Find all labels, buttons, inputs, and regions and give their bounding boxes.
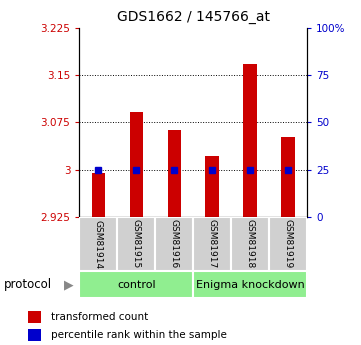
Text: GSM81915: GSM81915 (132, 219, 141, 269)
Bar (193, 271, 307, 298)
Bar (193, 217, 231, 271)
Text: GSM81917: GSM81917 (208, 219, 217, 269)
Bar (79, 217, 117, 271)
Text: protocol: protocol (4, 278, 52, 291)
Title: GDS1662 / 145766_at: GDS1662 / 145766_at (117, 10, 270, 24)
Bar (281, 137, 295, 217)
Text: transformed count: transformed count (51, 312, 148, 322)
Text: control: control (117, 280, 156, 289)
Text: ▶: ▶ (64, 278, 73, 291)
Text: GSM81919: GSM81919 (283, 219, 292, 269)
Bar (168, 130, 181, 217)
Bar (243, 63, 257, 217)
Bar (117, 217, 155, 271)
Bar (92, 173, 105, 217)
Bar (205, 156, 219, 217)
Bar (79, 271, 193, 298)
Bar (28, 329, 41, 341)
Bar (28, 311, 41, 323)
Bar (231, 217, 269, 271)
Text: Enigma knockdown: Enigma knockdown (196, 280, 304, 289)
Text: GSM81914: GSM81914 (94, 219, 103, 269)
Text: GSM81918: GSM81918 (245, 219, 255, 269)
Bar (155, 217, 193, 271)
Bar (130, 112, 143, 217)
Text: GSM81916: GSM81916 (170, 219, 179, 269)
Bar (269, 217, 307, 271)
Text: percentile rank within the sample: percentile rank within the sample (51, 330, 227, 340)
